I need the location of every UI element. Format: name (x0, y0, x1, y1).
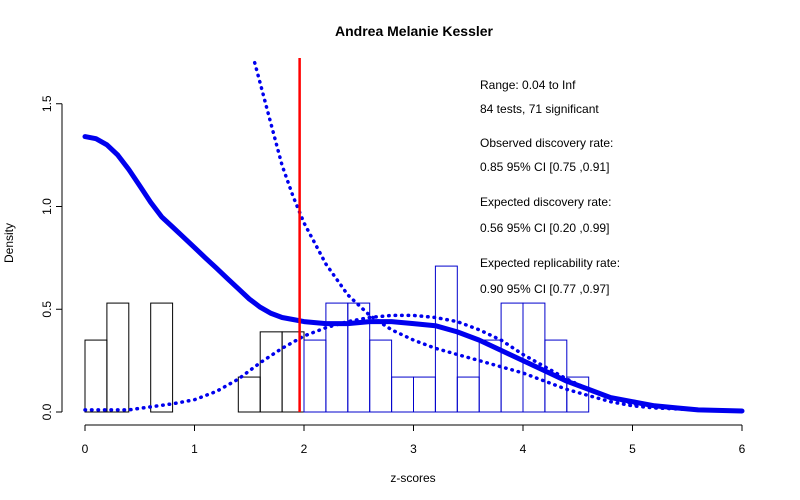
x-axis-label: z-scores (390, 471, 435, 485)
chart-title: Andrea Melanie Kessler (335, 23, 494, 39)
x-tick-label: 4 (520, 442, 527, 456)
density-curves (82, 60, 745, 414)
histogram-bar (303, 339, 327, 413)
histogram-bar (413, 376, 436, 413)
annotation-line: Expected discovery rate: (480, 195, 611, 209)
y-tick-label: 0.5 (40, 301, 54, 318)
annotation-line: 0.85 95% CI [0.75 ,0.91] (480, 160, 609, 174)
x-tick-label: 6 (739, 442, 746, 456)
histogram-bar (456, 376, 480, 413)
histogram-bar (150, 302, 174, 413)
annotation-line: 84 tests, 71 significant (480, 102, 599, 116)
annotation-line: Range: 0.04 to Inf (480, 78, 576, 92)
histogram-bar (566, 376, 590, 413)
histogram-bar (434, 265, 458, 413)
density-curve-dotted-2 (83, 313, 744, 413)
histogram-bar (522, 302, 546, 413)
annotation-line: 0.90 95% CI [0.77 ,0.97] (480, 282, 609, 296)
x-tick-label: 0 (82, 442, 89, 456)
annotation-line: Observed discovery rate: (480, 136, 613, 150)
x-tick-label: 1 (191, 442, 198, 456)
histogram-bar (259, 331, 283, 413)
y-axis-label: Density (2, 223, 16, 263)
x-tick-label: 2 (301, 442, 308, 456)
y-tick-label: 1.0 (40, 198, 54, 215)
y-tick-label: 0.0 (40, 403, 54, 420)
x-tick-label: 5 (629, 442, 636, 456)
histogram-bar (325, 302, 349, 413)
y-tick-label: 1.5 (40, 95, 54, 112)
x-axis: 0 1 2 3 4 5 6 (82, 424, 746, 456)
histogram-bar (237, 376, 261, 413)
histogram-bar (106, 302, 130, 413)
y-axis: 0.0 0.5 1.0 1.5 (40, 95, 63, 420)
histogram-bar (84, 339, 108, 413)
annotation-line: 0.56 95% CI [0.20 ,0.99] (480, 221, 609, 235)
density-curve-solid (82, 134, 745, 414)
annotation-line: Expected replicability rate: (480, 256, 620, 270)
histogram-bar (544, 339, 568, 413)
annotations: Range: 0.04 to Inf 84 tests, 71 significa… (480, 78, 620, 296)
histogram-bar (369, 339, 393, 413)
histogram-bar (391, 376, 415, 413)
x-tick-label: 3 (410, 442, 417, 456)
